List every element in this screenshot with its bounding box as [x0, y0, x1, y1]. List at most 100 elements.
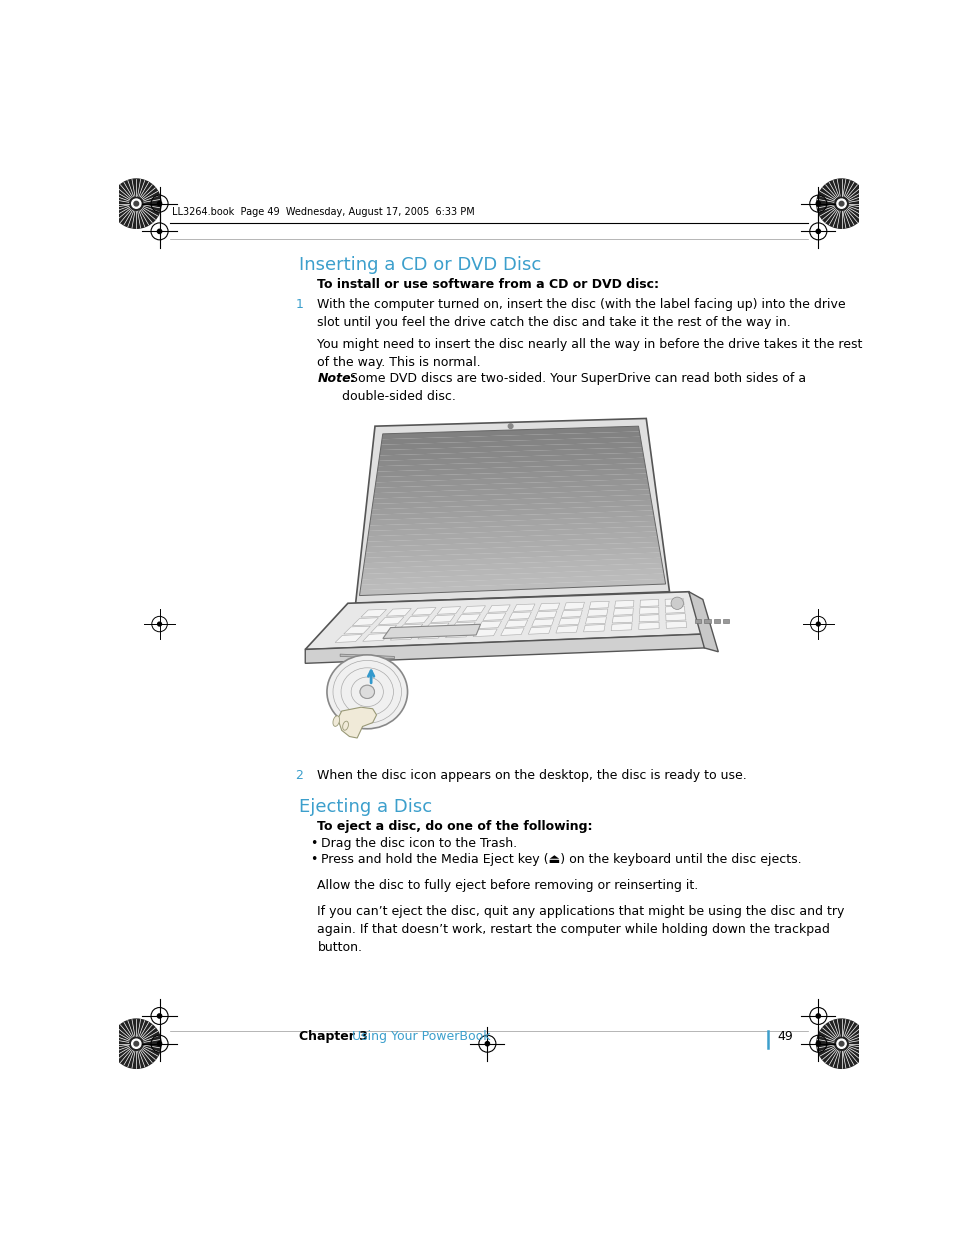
Polygon shape	[688, 592, 718, 652]
Polygon shape	[365, 542, 659, 558]
Polygon shape	[360, 568, 663, 585]
Circle shape	[816, 1014, 820, 1018]
Polygon shape	[382, 624, 480, 638]
Polygon shape	[560, 610, 581, 618]
Circle shape	[112, 1019, 161, 1068]
Circle shape	[133, 1041, 138, 1046]
Polygon shape	[305, 634, 703, 663]
Polygon shape	[374, 479, 648, 493]
Polygon shape	[362, 558, 661, 574]
Polygon shape	[305, 592, 703, 650]
Polygon shape	[611, 624, 632, 631]
Text: With the computer turned on, insert the disc (with the label facing up) into the: With the computer turned on, insert the …	[317, 298, 845, 329]
Circle shape	[132, 199, 141, 209]
Circle shape	[816, 230, 820, 233]
Text: 2: 2	[294, 769, 303, 782]
Text: •: •	[310, 837, 316, 851]
FancyBboxPatch shape	[695, 619, 700, 622]
Polygon shape	[556, 626, 578, 634]
Polygon shape	[335, 635, 362, 642]
Polygon shape	[462, 605, 485, 614]
Polygon shape	[587, 609, 607, 616]
Polygon shape	[563, 603, 584, 609]
Polygon shape	[368, 521, 655, 536]
Polygon shape	[375, 468, 646, 483]
Polygon shape	[364, 547, 659, 563]
Polygon shape	[370, 505, 652, 520]
Polygon shape	[365, 537, 658, 552]
Polygon shape	[381, 426, 639, 440]
Circle shape	[670, 597, 682, 609]
Polygon shape	[370, 625, 396, 632]
Polygon shape	[665, 621, 686, 629]
Polygon shape	[417, 631, 443, 638]
Polygon shape	[390, 632, 416, 640]
Text: If you can’t eject the disc, quit any applications that might be using the disc : If you can’t eject the disc, quit any ap…	[317, 905, 844, 955]
Polygon shape	[378, 616, 403, 625]
Circle shape	[157, 1014, 161, 1018]
Text: Some DVD discs are two-sided. Your SuperDrive can read both sides of a
double-si: Some DVD discs are two-sided. Your Super…	[342, 372, 805, 404]
Polygon shape	[359, 579, 665, 595]
FancyBboxPatch shape	[722, 619, 728, 622]
Polygon shape	[535, 611, 557, 619]
Polygon shape	[665, 606, 684, 614]
Circle shape	[816, 1041, 820, 1046]
Circle shape	[132, 1039, 141, 1049]
Polygon shape	[360, 609, 386, 618]
Polygon shape	[613, 608, 633, 615]
Circle shape	[133, 201, 138, 206]
Polygon shape	[664, 599, 683, 605]
Polygon shape	[381, 431, 639, 445]
Circle shape	[157, 622, 161, 626]
Ellipse shape	[342, 721, 348, 730]
Polygon shape	[371, 500, 652, 515]
Circle shape	[836, 1039, 845, 1049]
Text: Drag the disc icon to the Trash.: Drag the disc icon to the Trash.	[321, 837, 517, 851]
Polygon shape	[445, 630, 470, 637]
Polygon shape	[404, 616, 429, 624]
Polygon shape	[363, 552, 660, 568]
Polygon shape	[352, 618, 378, 626]
Circle shape	[816, 201, 820, 206]
Polygon shape	[528, 626, 551, 635]
Polygon shape	[397, 624, 422, 632]
Text: Inserting a CD or DVD Disc: Inserting a CD or DVD Disc	[298, 256, 540, 274]
Polygon shape	[366, 531, 657, 547]
Polygon shape	[377, 458, 644, 472]
Ellipse shape	[333, 716, 339, 726]
Polygon shape	[361, 563, 662, 579]
Polygon shape	[377, 452, 643, 466]
Circle shape	[157, 230, 161, 233]
Polygon shape	[379, 442, 641, 456]
FancyBboxPatch shape	[713, 619, 720, 622]
Polygon shape	[585, 616, 606, 624]
Circle shape	[112, 179, 161, 228]
Circle shape	[836, 199, 845, 209]
FancyBboxPatch shape	[703, 619, 710, 622]
Polygon shape	[337, 708, 376, 739]
Polygon shape	[355, 419, 669, 603]
Polygon shape	[424, 622, 449, 631]
Polygon shape	[639, 599, 659, 606]
Text: 1: 1	[294, 298, 303, 310]
Circle shape	[508, 424, 513, 429]
Circle shape	[485, 1041, 489, 1046]
Circle shape	[816, 622, 820, 626]
Polygon shape	[456, 614, 480, 621]
Polygon shape	[500, 627, 523, 635]
Polygon shape	[538, 603, 559, 610]
Polygon shape	[665, 614, 685, 621]
Polygon shape	[614, 600, 633, 608]
Polygon shape	[509, 611, 531, 620]
Circle shape	[157, 201, 161, 206]
Polygon shape	[343, 626, 370, 634]
Text: Press and hold the Media Eject key (⏏) on the keyboard until the disc ejects.: Press and hold the Media Eject key (⏏) o…	[321, 852, 801, 866]
Polygon shape	[386, 609, 411, 616]
Polygon shape	[639, 615, 659, 622]
Polygon shape	[504, 620, 527, 627]
Polygon shape	[639, 622, 659, 630]
Polygon shape	[436, 606, 460, 614]
Text: LL3264.book  Page 49  Wednesday, August 17, 2005  6:33 PM: LL3264.book Page 49 Wednesday, August 17…	[172, 206, 475, 216]
Polygon shape	[482, 613, 505, 620]
Polygon shape	[378, 447, 642, 461]
